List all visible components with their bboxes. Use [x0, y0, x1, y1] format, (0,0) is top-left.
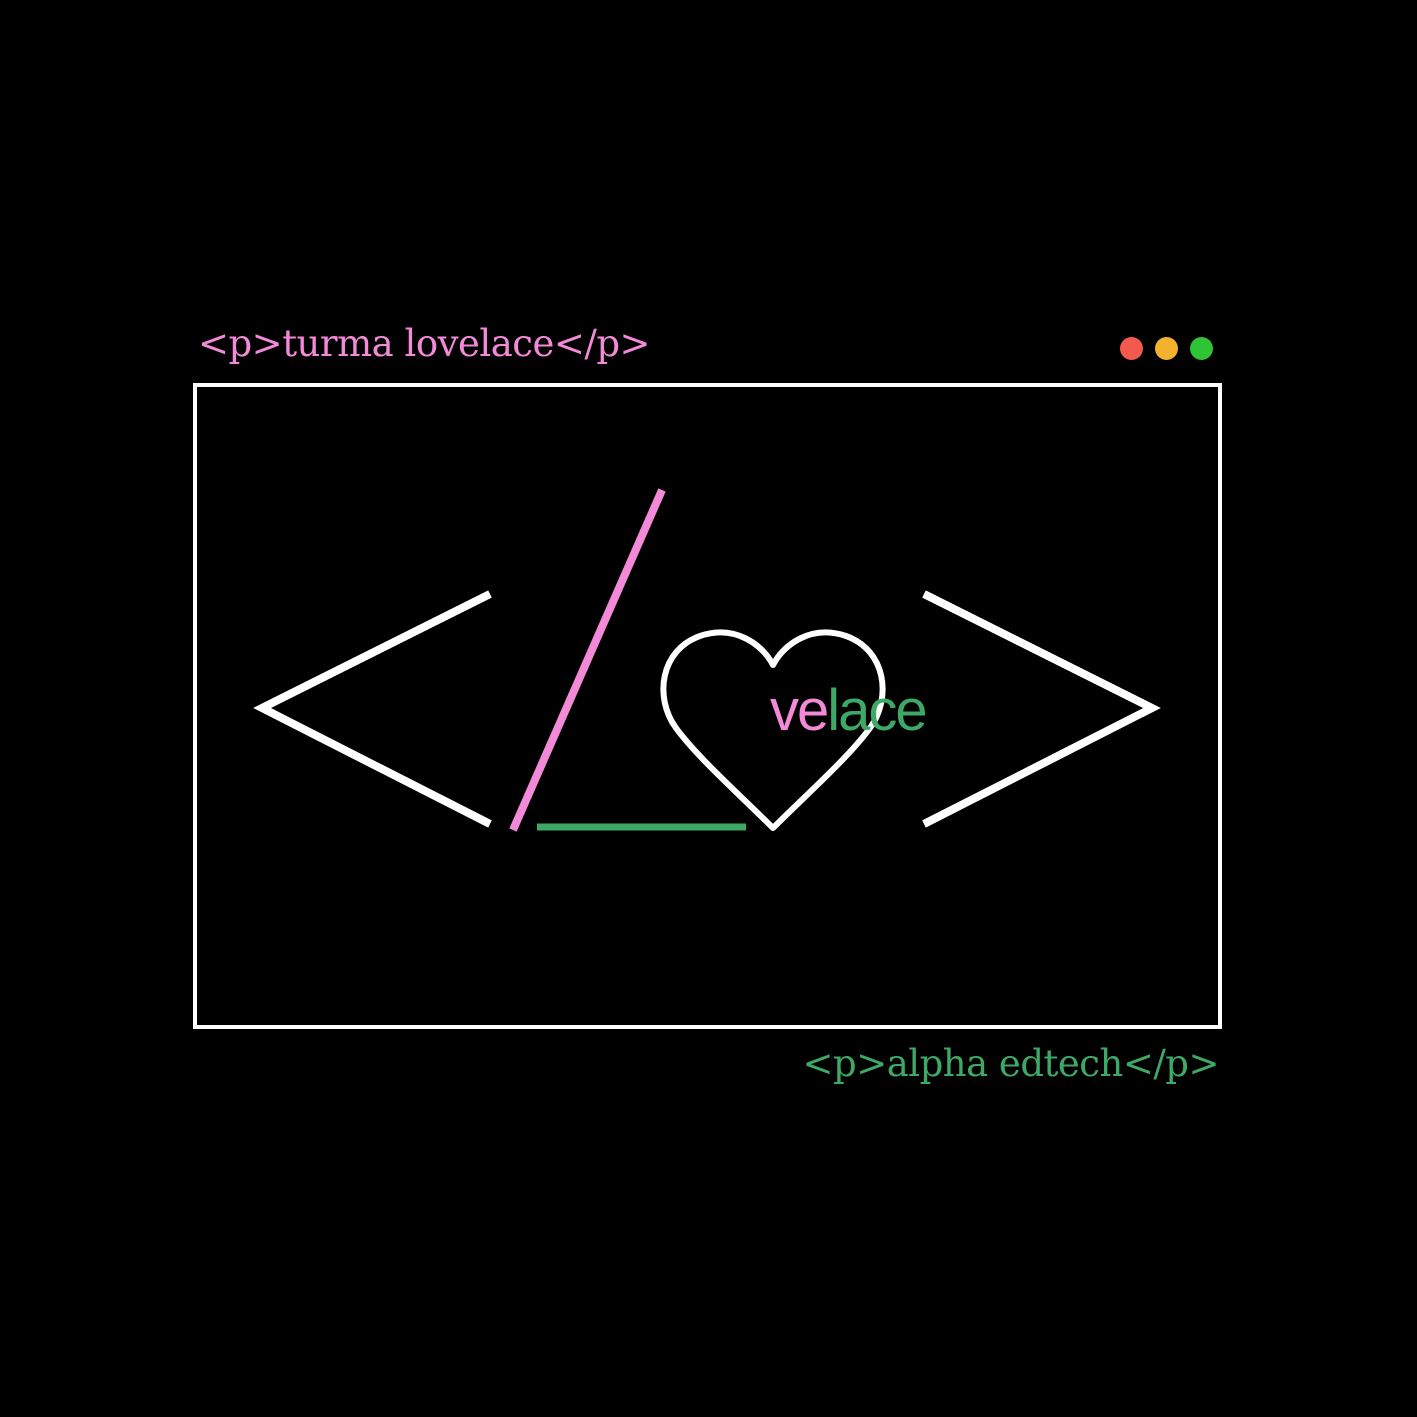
heart-icon	[660, 629, 886, 831]
bottom-label: <p>alpha edtech</p>	[802, 1042, 1220, 1085]
logo-text-pink: ve	[770, 678, 829, 743]
slash-stroke	[509, 488, 666, 832]
top-label: <p>turma lovelace</p>	[198, 322, 651, 365]
logo-text-green: lace	[827, 678, 927, 743]
window-controls	[1120, 337, 1220, 363]
window-minimize-dot[interactable]	[1155, 337, 1178, 360]
window-maximize-dot[interactable]	[1190, 337, 1213, 360]
window-frame	[193, 383, 1222, 1029]
left-angle-bracket	[253, 590, 492, 828]
logo-wordmark: velace	[770, 682, 928, 740]
right-angle-bracket	[922, 590, 1161, 828]
window-close-dot[interactable]	[1120, 337, 1143, 360]
